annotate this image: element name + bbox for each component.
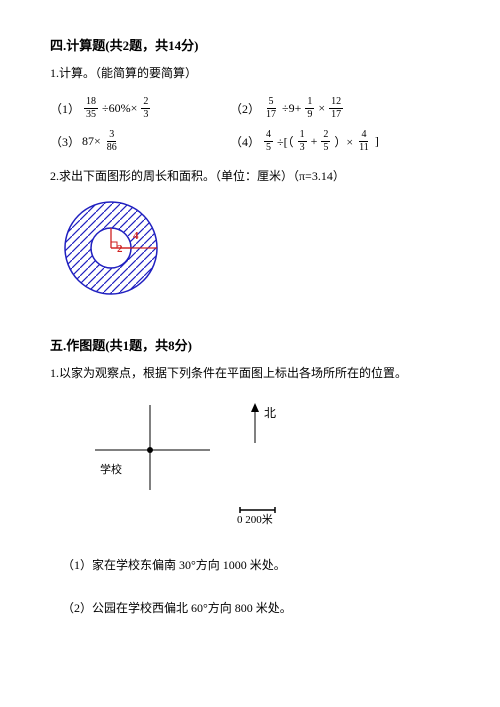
frac-4-4: 411 <box>357 130 371 153</box>
op-4-1: ÷[（ <box>277 133 294 150</box>
tail-4: ] <box>375 134 379 149</box>
pre-3: 87× <box>82 134 101 149</box>
frac-1-2: 23 <box>141 97 150 120</box>
label-1: （1） <box>50 100 80 117</box>
frac-2-3: 1217 <box>329 97 343 120</box>
op-2-2: × <box>318 101 325 116</box>
op-2-1: ÷9+ <box>282 101 301 116</box>
scale-label: 0 200米 <box>237 513 273 525</box>
problem1-intro: 1.计算。（能简算的要简算） <box>50 64 450 81</box>
problem-1-4: （4） 45 ÷[（ 13 + 25 ）× 411 ] <box>230 130 379 153</box>
frac-4-1: 45 <box>264 130 273 153</box>
frac-3-1: 386 <box>105 130 119 153</box>
label-3: （3） <box>50 133 80 150</box>
problems-row-2: （3） 87× 386 （4） 45 ÷[（ 13 + 25 ）× 411 ] <box>50 130 450 153</box>
problems-row-1: （1） 1835 ÷60%× 23 （2） 517 ÷9+ 19 × 1217 <box>50 97 450 120</box>
label-2: （2） <box>230 100 260 117</box>
problem-1-3: （3） 87× 386 <box>50 130 230 153</box>
problem-1-2: （2） 517 ÷9+ 19 × 1217 <box>230 97 345 120</box>
problem2-intro: 2.求出下面图形的周长和面积。（单位：厘米）（π=3.14） <box>50 167 450 184</box>
north-label: 北 <box>264 406 276 420</box>
sub-problem-1: （1）家在学校东偏南 30°方向 1000 米处。 <box>62 556 450 573</box>
problem5-intro: 1.以家为观察点，根据下列条件在平面图上标出各场所所在的位置。 <box>50 364 450 381</box>
op-4-3: ）× <box>334 133 353 150</box>
school-label: 学校 <box>100 462 122 476</box>
annulus-diagram: 2 4 <box>56 196 450 305</box>
section5-title: 五.作图题(共1题，共8分) <box>50 335 450 354</box>
problem-1-1: （1） 1835 ÷60%× 23 <box>50 97 230 120</box>
op-1-1: ÷60%× <box>102 101 137 116</box>
op-4-2: + <box>311 134 318 149</box>
sub-problem-2: （2）公园在学校西偏北 60°方向 800 米处。 <box>62 599 450 616</box>
frac-4-2: 13 <box>298 130 307 153</box>
map-diagram: 学校 北 0 200米 <box>80 395 450 530</box>
frac-4-3: 25 <box>321 130 330 153</box>
radius-2-label: 2 <box>117 243 123 255</box>
frac-1-1: 1835 <box>84 97 98 120</box>
radius-4-label: 4 <box>133 230 139 242</box>
label-4: （4） <box>230 133 260 150</box>
frac-2-1: 517 <box>264 97 278 120</box>
section4-title: 四.计算题(共2题，共14分) <box>50 35 450 54</box>
frac-2-2: 19 <box>305 97 314 120</box>
